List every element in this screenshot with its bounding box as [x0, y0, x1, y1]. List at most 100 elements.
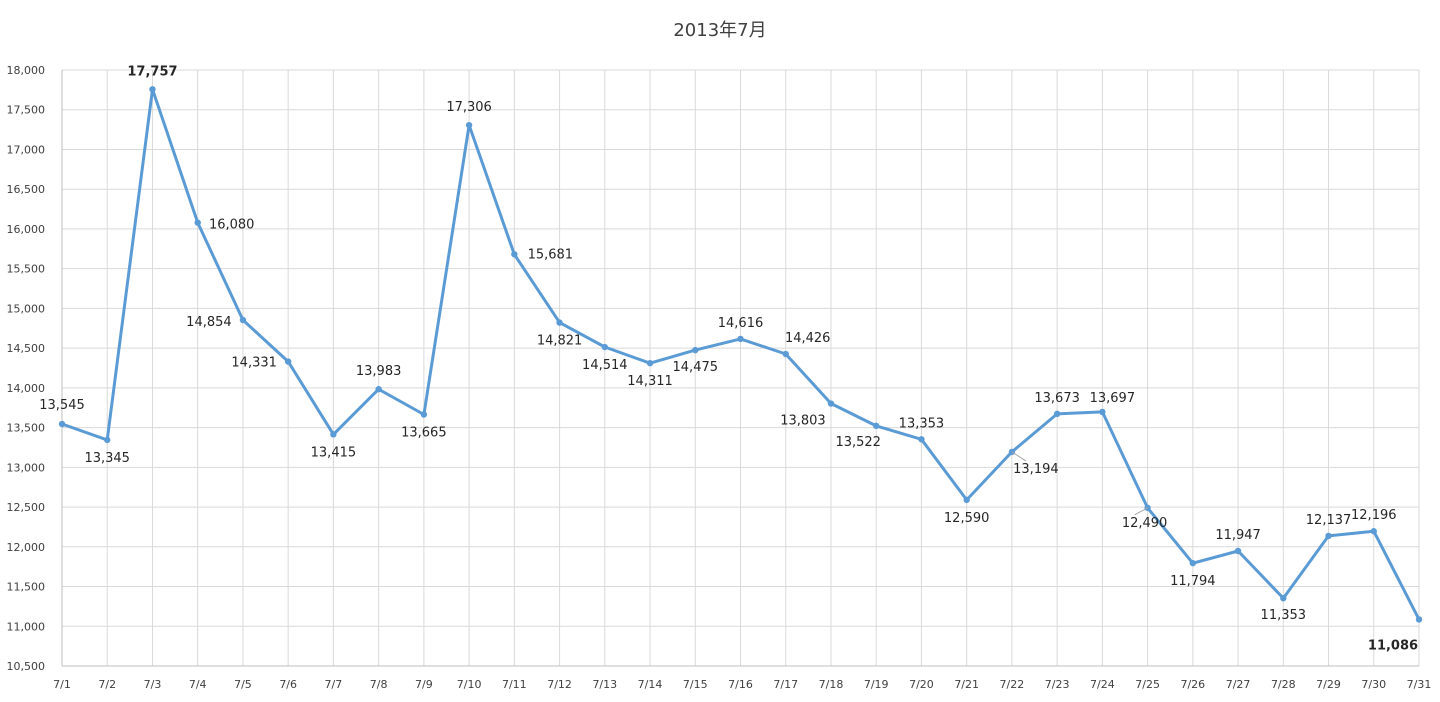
chart-title: 2013年7月 [673, 20, 766, 41]
data-label: 17,757 [127, 64, 177, 79]
x-tick-label: 7/29 [1316, 678, 1341, 691]
x-tick-label: 7/13 [592, 678, 617, 691]
data-point [1280, 595, 1287, 602]
data-label: 14,821 [537, 334, 583, 349]
data-label: 14,475 [673, 360, 719, 375]
y-tick-label: 14,500 [7, 342, 46, 355]
x-tick-label: 7/4 [189, 678, 207, 691]
data-label: 13,673 [1034, 391, 1080, 406]
y-tick-label: 15,000 [7, 302, 46, 315]
data-point [782, 350, 789, 358]
data-label-layer: 13,545 13,345 17,757 16,080 14,854 14,331 13,4… [39, 64, 1418, 653]
data-point [963, 496, 970, 504]
x-tick-label: 7/19 [864, 678, 889, 691]
data-label: 15,681 [528, 247, 574, 262]
data-label: 14,616 [718, 316, 764, 331]
data-point [1144, 504, 1151, 512]
data-label: 14,331 [231, 356, 277, 371]
x-tick-label: 7/28 [1271, 678, 1296, 691]
data-label: 11,794 [1170, 574, 1216, 589]
x-tick-label: 7/20 [909, 678, 934, 691]
x-tick-label: 7/21 [954, 678, 979, 691]
data-label: 12,196 [1351, 508, 1397, 523]
data-point [104, 436, 111, 444]
y-tick-label: 12,500 [7, 501, 46, 514]
grid-layer [61, 69, 1420, 667]
x-tick-label: 7/16 [728, 678, 753, 691]
x-tick-label: 7/25 [1135, 678, 1160, 691]
data-label: 14,311 [627, 374, 673, 389]
y-tick-label: 11,000 [7, 620, 46, 633]
data-point [420, 411, 428, 418]
data-point [149, 86, 156, 93]
data-point [556, 319, 563, 326]
x-tick-label: 7/12 [547, 678, 572, 691]
data-label: 11,353 [1261, 608, 1307, 623]
axis-layer: 10,50011,00011,50012,00012,50013,00013,5… [7, 64, 1432, 691]
y-tick-label: 13,500 [7, 422, 46, 435]
data-point [194, 219, 201, 226]
data-label: 14,514 [582, 358, 628, 373]
x-tick-label: 7/8 [370, 678, 388, 691]
data-label: 13,803 [780, 414, 826, 429]
x-tick-label: 7/22 [1000, 678, 1025, 691]
x-tick-label: 7/17 [773, 678, 798, 691]
x-tick-label: 7/18 [819, 678, 844, 691]
data-point [1189, 559, 1197, 567]
data-label: 13,545 [39, 398, 85, 413]
data-point [827, 400, 835, 407]
data-label: 13,353 [899, 416, 945, 431]
data-point [1370, 528, 1377, 535]
x-tick-label: 7/27 [1226, 678, 1251, 691]
data-label: 12,590 [944, 511, 990, 526]
x-tick-label: 7/30 [1361, 678, 1386, 691]
data-point [1415, 616, 1423, 623]
x-tick-label: 7/11 [502, 678, 527, 691]
x-tick-label: 7/6 [279, 678, 297, 691]
y-tick-label: 16,500 [7, 183, 46, 196]
data-label: 13,983 [356, 364, 402, 379]
data-point [465, 121, 473, 129]
y-tick-label: 12,000 [7, 541, 46, 554]
data-point [58, 420, 66, 428]
data-label: 12,490 [1122, 516, 1168, 531]
data-label: 13,345 [84, 451, 130, 466]
data-label: 14,426 [785, 331, 831, 346]
data-point [375, 386, 382, 393]
x-tick-label: 7/3 [144, 678, 162, 691]
data-point [873, 422, 880, 430]
data-label: 17,306 [446, 100, 492, 115]
data-point [330, 431, 337, 438]
y-tick-label: 17,000 [7, 143, 46, 156]
x-tick-label: 7/2 [98, 678, 116, 691]
data-label: 13,194 [1013, 462, 1059, 477]
x-tick-label: 7/31 [1407, 678, 1432, 691]
data-point [1325, 532, 1332, 540]
data-point [737, 335, 744, 343]
y-tick-label: 11,500 [7, 581, 46, 594]
series-layer [58, 86, 1423, 623]
data-point [239, 316, 247, 324]
x-tick-label: 7/23 [1045, 678, 1070, 691]
x-tick-label: 7/24 [1090, 678, 1115, 691]
data-point [1099, 408, 1106, 416]
y-tick-label: 14,000 [7, 382, 46, 395]
y-tick-label: 16,000 [7, 223, 46, 236]
data-point [601, 343, 608, 351]
y-tick-label: 15,500 [7, 263, 46, 276]
data-point [284, 358, 292, 365]
data-point [918, 436, 925, 443]
y-tick-label: 10,500 [7, 660, 46, 673]
data-point [646, 359, 654, 367]
x-tick-label: 7/5 [234, 678, 252, 691]
x-tick-label: 7/1 [53, 678, 71, 691]
y-tick-label: 18,000 [7, 64, 46, 77]
data-label: 11,947 [1215, 528, 1261, 543]
x-tick-label: 7/15 [683, 678, 708, 691]
x-tick-label: 7/14 [638, 678, 663, 691]
data-point [692, 346, 699, 354]
label-leader-line [1134, 507, 1148, 516]
x-tick-label: 7/7 [325, 678, 343, 691]
